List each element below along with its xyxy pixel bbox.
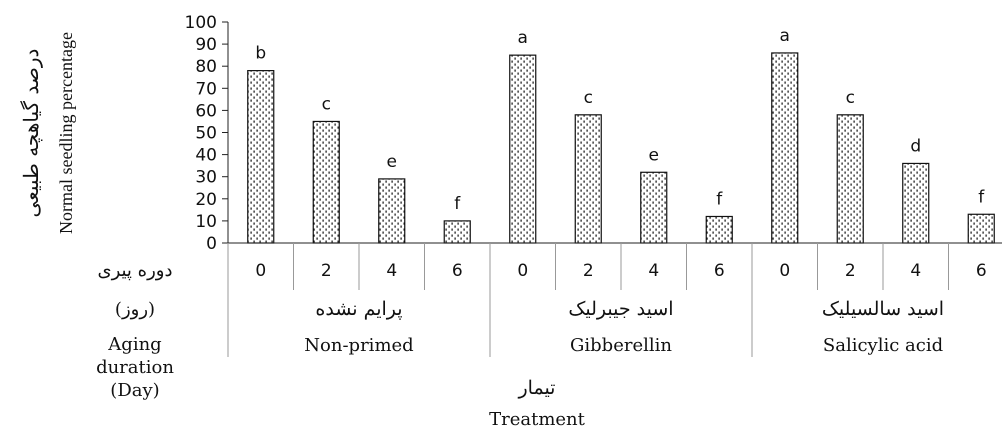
- bar: [771, 52, 799, 244]
- significance-letter: e: [387, 152, 397, 172]
- bar: [443, 220, 471, 244]
- bar: [312, 120, 340, 244]
- bar: [902, 162, 930, 244]
- group-label-persian: اسید جیبرلیک: [568, 298, 673, 320]
- aging-duration-label-english-line2: duration: [96, 357, 174, 378]
- y-tick-label: 50: [195, 124, 217, 144]
- x-tick-label: 4: [648, 261, 659, 281]
- x-axis-title-english: Treatment: [489, 409, 586, 430]
- bar: [574, 114, 602, 244]
- group-label-english: Gibberellin: [570, 335, 672, 356]
- bar: [967, 213, 995, 244]
- y-tick-label: 70: [195, 79, 217, 99]
- y-tick-label: 0: [206, 234, 217, 254]
- significance-letter: a: [780, 26, 790, 46]
- aging-duration-unit-persian: (روز): [115, 299, 155, 320]
- bar: [378, 178, 406, 244]
- y-axis-title-persian: درصد گیاهچه طبیعی: [19, 49, 43, 218]
- y-tick-label: 80: [195, 57, 217, 77]
- aging-duration-label-persian: دوره پیری: [97, 260, 172, 281]
- bars-layer: b c e f a c e f a c d f: [247, 26, 995, 244]
- aging-duration-label-english-line1: Aging: [107, 334, 161, 355]
- significance-letter: f: [978, 187, 985, 207]
- x-tick-label: 4: [386, 261, 397, 281]
- x-tick-label: 2: [583, 261, 594, 281]
- bar: [836, 114, 864, 244]
- y-tick-label: 60: [195, 101, 217, 121]
- x-tick-label: 6: [976, 261, 987, 281]
- significance-letter: f: [716, 189, 723, 209]
- x-tick-label: 6: [452, 261, 463, 281]
- y-tick-label: 100: [185, 13, 217, 33]
- bar: [640, 171, 668, 244]
- x-tick-label: 2: [845, 261, 856, 281]
- significance-letter: c: [846, 88, 855, 108]
- significance-letter: a: [518, 28, 528, 48]
- significance-letter: b: [255, 44, 266, 64]
- x-tick-label: 6: [714, 261, 725, 281]
- x-tick-label: 4: [910, 261, 921, 281]
- significance-letter: f: [454, 194, 461, 214]
- y-tick-label: 10: [195, 212, 217, 232]
- x-tick-label: 0: [517, 261, 528, 281]
- y-tick-label: 90: [195, 35, 217, 55]
- y-tick-label: 20: [195, 190, 217, 210]
- group-label-persian: اسید سالسیلیک: [822, 298, 944, 320]
- group-label-persian: پرایم نشده: [315, 298, 402, 320]
- x-tick-label: 2: [321, 261, 332, 281]
- y-tick-label: 30: [195, 168, 217, 188]
- significance-letter: d: [910, 136, 921, 156]
- group-label-english: Salicylic acid: [823, 335, 943, 356]
- bar: [509, 54, 537, 244]
- x-axis-table: 0 2 4 6 پرایم نشده Non-primed 0 2 4 6 اسید جیبرلیک…: [227, 242, 1002, 357]
- significance-letter: c: [584, 88, 593, 108]
- bar: [705, 215, 733, 244]
- significance-letter: e: [649, 145, 659, 165]
- group-label-english: Non-primed: [304, 335, 413, 356]
- y-axis-title-english: Normal seedling percentage: [56, 32, 76, 234]
- x-tick-label: 0: [255, 261, 266, 281]
- bar: [247, 70, 275, 244]
- x-axis-title-persian: تیمار: [518, 377, 556, 399]
- y-tick-label: 40: [195, 146, 217, 166]
- significance-letter: c: [322, 94, 331, 114]
- aging-duration-label-english-line3: (Day): [110, 380, 159, 401]
- x-tick-label: 0: [779, 261, 790, 281]
